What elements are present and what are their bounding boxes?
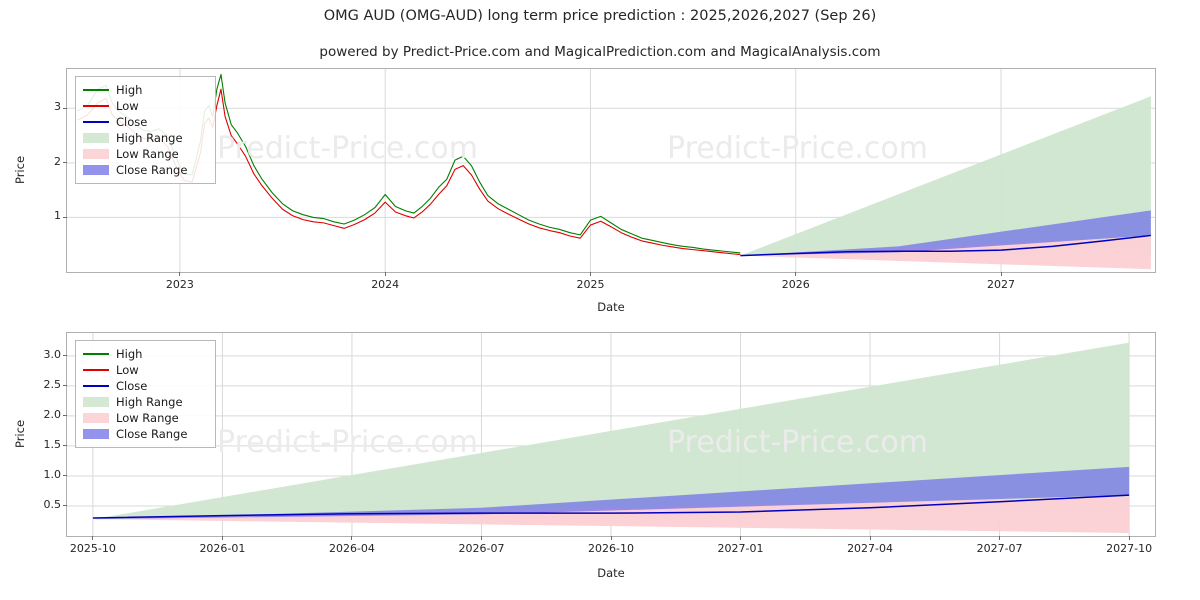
legend-label: High: [116, 83, 142, 97]
legend-swatch-icon: [83, 365, 109, 375]
bottom-legend-item-close-range: Close Range: [83, 426, 208, 442]
bottom-x-tickmark: [222, 536, 223, 540]
bottom-legend: High Low Close High Range Low Range Close Ran…: [75, 340, 216, 448]
legend-label: Close Range: [116, 163, 187, 177]
bottom-x-tick-label: 2025-10: [48, 542, 138, 555]
bottom-x-tickmark: [481, 536, 482, 540]
legend-swatch-icon: [83, 101, 109, 111]
bottom-x-tick-label: 2027-10: [1084, 542, 1174, 555]
top-y-tickmark: [63, 217, 67, 218]
top-x-tickmark: [1001, 272, 1002, 276]
bottom-x-tick-label: 2026-10: [566, 542, 656, 555]
top-y-tickmark: [63, 108, 67, 109]
top-x-tick-label: 2023: [135, 278, 225, 291]
bottom-y-tickmark: [63, 445, 67, 446]
bottom-y-tickmark: [63, 415, 67, 416]
bottom-y-tickmark: [63, 505, 67, 506]
legend-swatch-icon: [83, 85, 109, 95]
bottom-x-tick-label: 2027-07: [955, 542, 1045, 555]
bottom-y-tickmark: [63, 475, 67, 476]
bottom-x-axis-label: Date: [566, 566, 656, 580]
bottom-y-tick-label: 1.0: [19, 468, 61, 481]
top-x-tickmark: [795, 272, 796, 276]
legend-label: Low Range: [116, 411, 179, 425]
legend-swatch-icon: [83, 133, 109, 143]
bottom-y-tick-label: 2.0: [19, 408, 61, 421]
top-legend-item-low: Low: [83, 98, 208, 114]
top-y-tick-label: 2: [19, 155, 61, 168]
chart-page: OMG AUD (OMG-AUD) long term price predic…: [0, 0, 1200, 600]
bottom-x-tickmark: [92, 536, 93, 540]
top-x-tickmark: [179, 272, 180, 276]
legend-swatch-icon: [83, 397, 109, 407]
legend-label: Close Range: [116, 427, 187, 441]
legend-label: Close: [116, 115, 147, 129]
legend-swatch-icon: [83, 349, 109, 359]
bottom-y-tickmark: [63, 385, 67, 386]
bottom-legend-item-high-range: High Range: [83, 394, 208, 410]
legend-swatch-icon: [83, 165, 109, 175]
bottom-legend-item-low-range: Low Range: [83, 410, 208, 426]
bottom-plot-area: Predict-Price.com Predict-Price.com: [66, 332, 1156, 537]
bottom-x-tickmark: [870, 536, 871, 540]
page-title: OMG AUD (OMG-AUD) long term price predic…: [0, 8, 1200, 24]
bottom-y-tick-label: 1.5: [19, 438, 61, 451]
top-x-tick-label: 2027: [956, 278, 1046, 291]
top-legend: High Low Close High Range Low Range Close Ran…: [75, 76, 216, 184]
bottom-legend-item-high: High: [83, 346, 208, 362]
bottom-x-tickmark: [740, 536, 741, 540]
bottom-x-tick-label: 2027-01: [696, 542, 786, 555]
bottom-x-tickmark: [999, 536, 1000, 540]
legend-label: High Range: [116, 395, 183, 409]
bottom-y-tick-label: 2.5: [19, 378, 61, 391]
bottom-x-tick-label: 2026-04: [307, 542, 397, 555]
bottom-x-tickmark: [351, 536, 352, 540]
top-x-tick-label: 2025: [545, 278, 635, 291]
top-legend-item-low-range: Low Range: [83, 146, 208, 162]
top-plot-area: Predict-Price.com Predict-Price.com: [66, 68, 1156, 273]
top-y-tickmark: [63, 162, 67, 163]
page-subtitle: powered by Predict-Price.com and Magical…: [0, 44, 1200, 60]
legend-label: High: [116, 347, 142, 361]
top-x-tick-label: 2024: [340, 278, 430, 291]
top-x-tickmark: [590, 272, 591, 276]
legend-swatch-icon: [83, 429, 109, 439]
legend-label: Close: [116, 379, 147, 393]
bottom-legend-item-low: Low: [83, 362, 208, 378]
top-legend-item-close-range: Close Range: [83, 162, 208, 178]
top-y-tick-label: 1: [19, 209, 61, 222]
top-x-tick-label: 2026: [751, 278, 841, 291]
legend-label: High Range: [116, 131, 183, 145]
bottom-x-tick-label: 2026-07: [436, 542, 526, 555]
bottom-x-tickmark: [611, 536, 612, 540]
top-legend-item-high-range: High Range: [83, 130, 208, 146]
legend-label: Low: [116, 363, 139, 377]
top-y-tick-label: 3: [19, 100, 61, 113]
top-legend-item-close: Close: [83, 114, 208, 130]
bottom-x-tick-label: 2027-04: [825, 542, 915, 555]
legend-label: Low Range: [116, 147, 179, 161]
legend-swatch-icon: [83, 149, 109, 159]
top-x-tickmark: [385, 272, 386, 276]
bottom-x-tickmark: [1129, 536, 1130, 540]
top-x-axis-label: Date: [566, 300, 656, 314]
bottom-y-tick-label: 3.0: [19, 348, 61, 361]
bottom-legend-item-close: Close: [83, 378, 208, 394]
legend-label: Low: [116, 99, 139, 113]
bottom-x-tick-label: 2026-01: [177, 542, 267, 555]
legend-swatch-icon: [83, 117, 109, 127]
legend-swatch-icon: [83, 381, 109, 391]
bottom-y-tick-label: 0.5: [19, 498, 61, 511]
bottom-y-tickmark: [63, 355, 67, 356]
legend-swatch-icon: [83, 413, 109, 423]
top-legend-item-high: High: [83, 82, 208, 98]
